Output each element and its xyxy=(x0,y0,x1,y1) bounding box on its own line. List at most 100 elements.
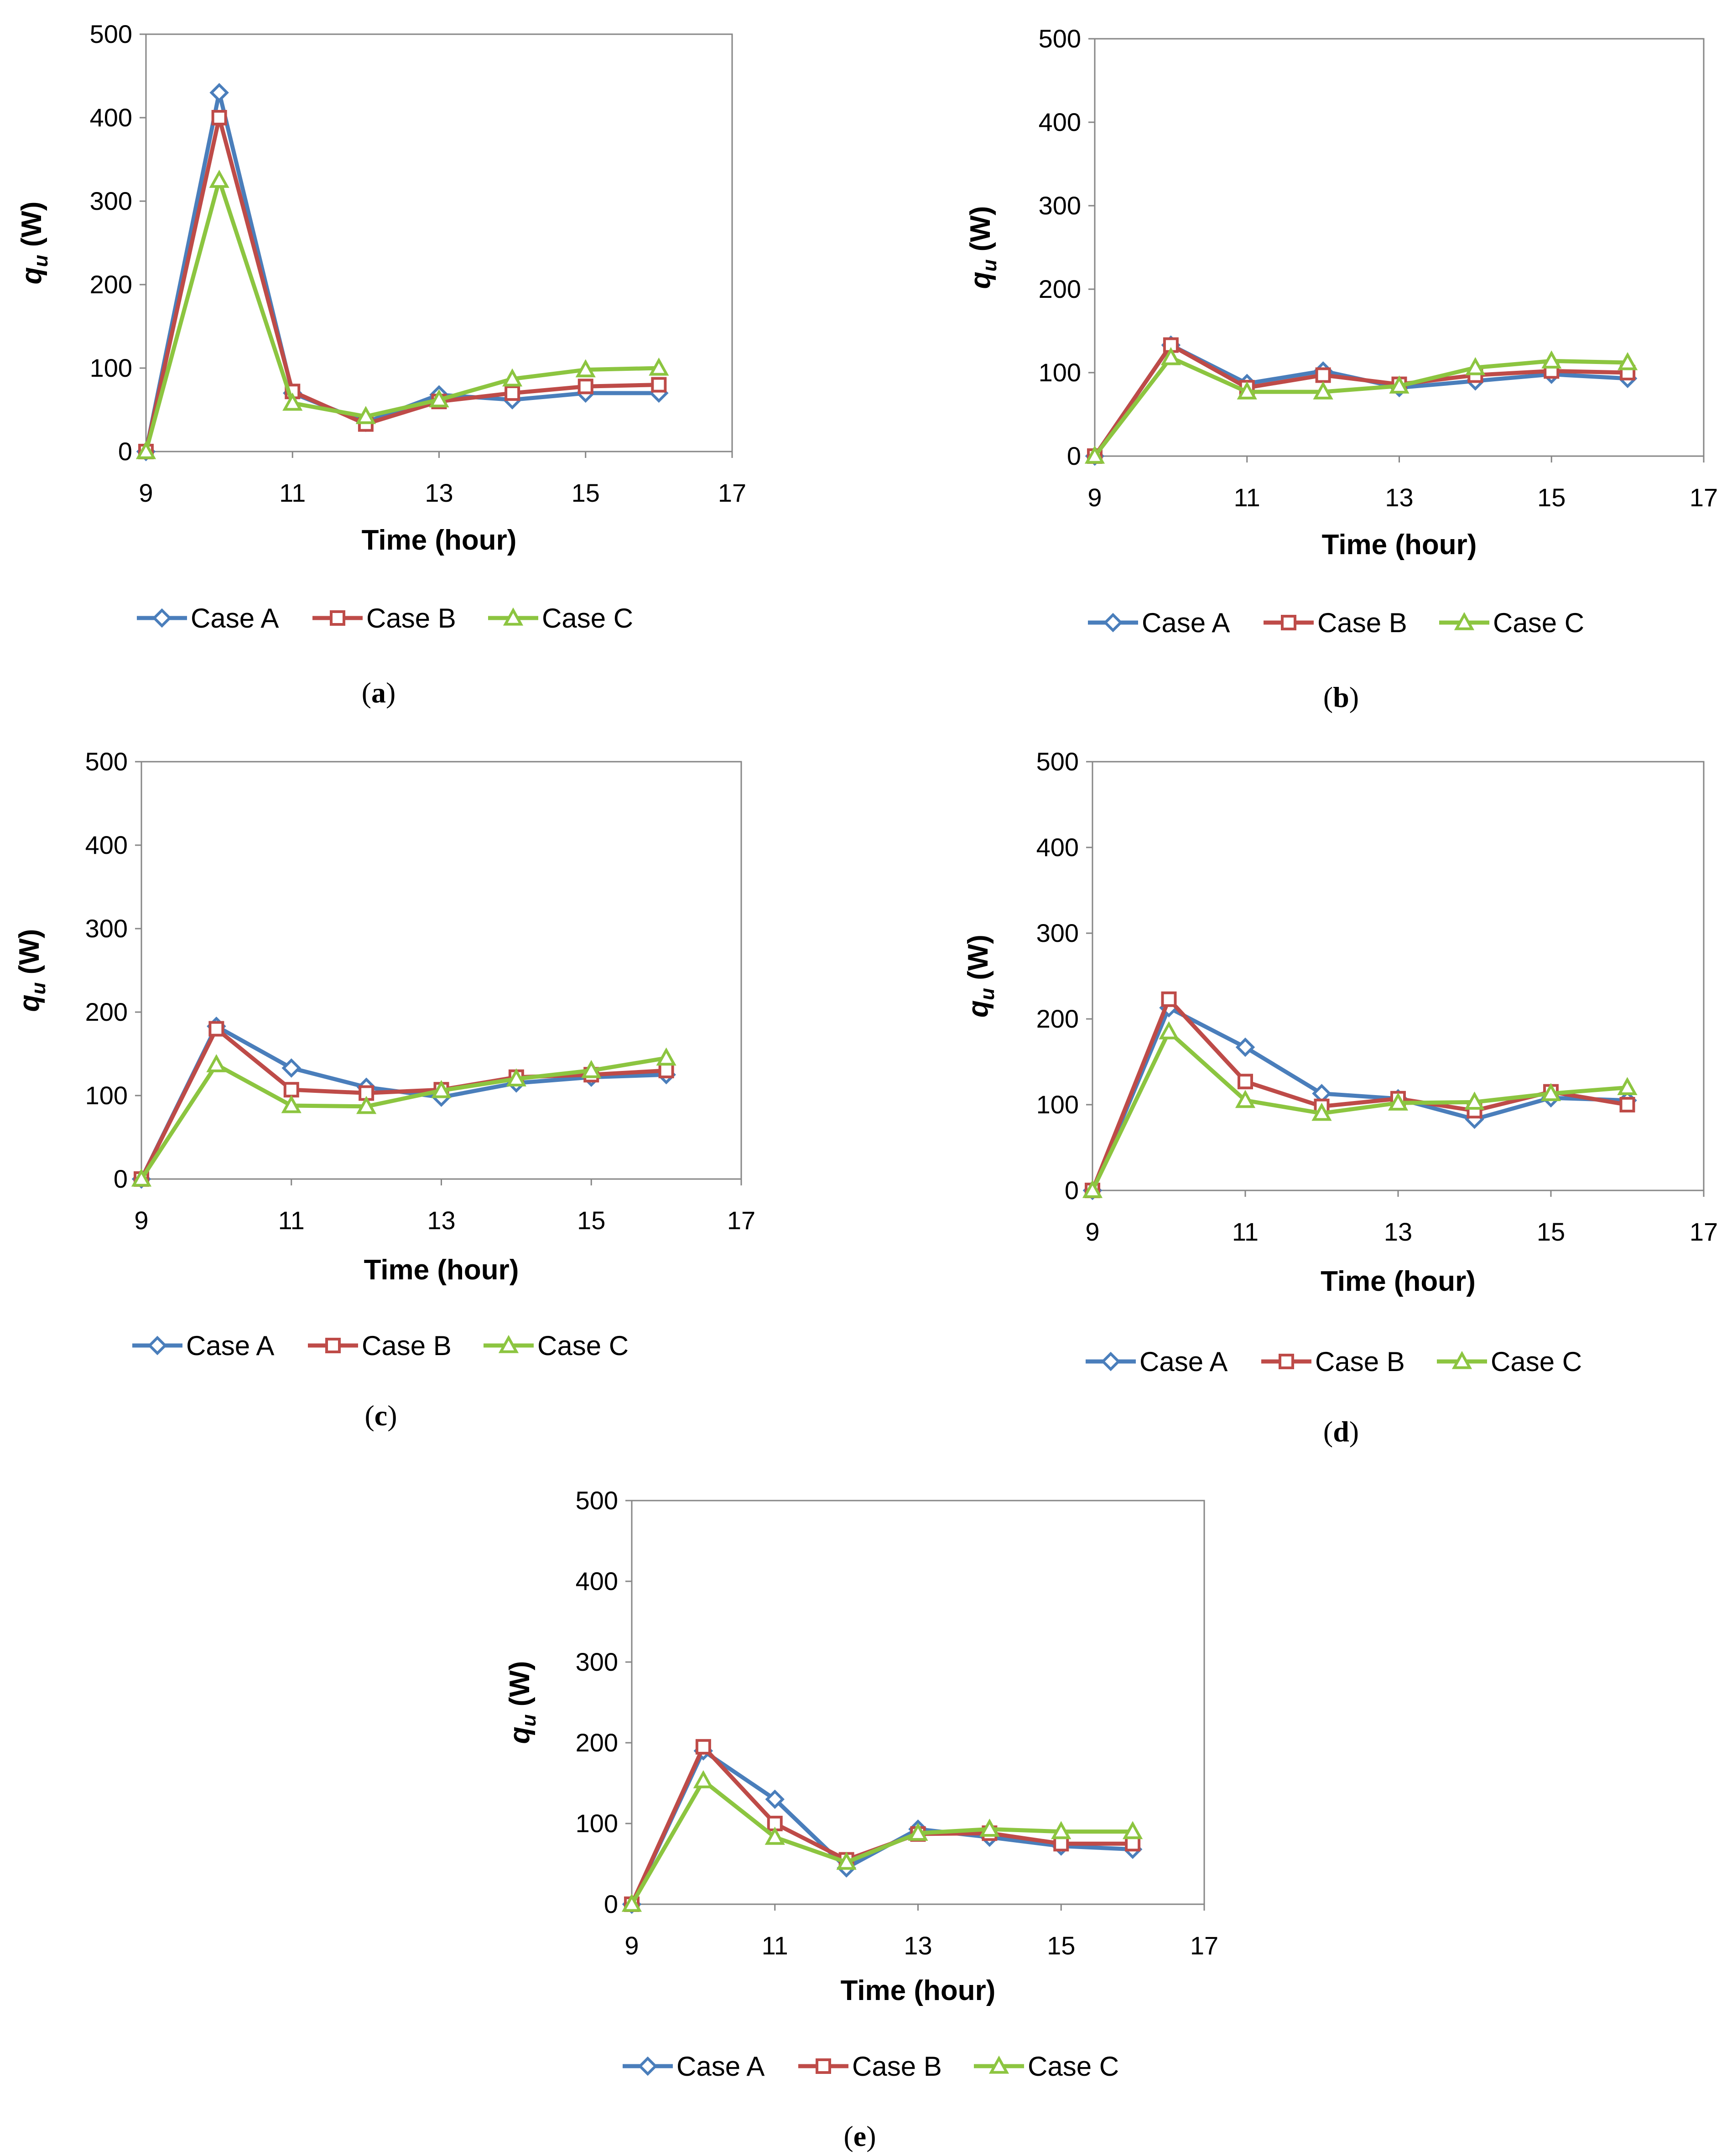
chart-panel-b: 0 100 200 300 400 500 9 11 13 15 17 Time (hour) qu (… xyxy=(965,24,1718,713)
legend-label-case-c: Case C xyxy=(1491,1346,1582,1377)
series-line-case-b xyxy=(144,115,659,452)
y-tick-label: 500 xyxy=(90,20,132,48)
data-point-case-b xyxy=(505,385,520,401)
x-tick-label: 11 xyxy=(762,1931,788,1960)
y-tick-label: 400 xyxy=(1039,108,1081,136)
legend-marker-case-a xyxy=(1101,1351,1121,1372)
x-tick-label: 11 xyxy=(1232,1217,1259,1246)
panel-caption: (a) xyxy=(362,676,396,709)
data-point-case-c xyxy=(1160,347,1181,365)
y-tick-label: 200 xyxy=(1039,275,1081,303)
x-tick-label: 15 xyxy=(1537,1217,1565,1246)
data-point-case-b xyxy=(283,1082,299,1098)
data-point-case-b xyxy=(1315,367,1331,383)
legend-label-case-b: Case B xyxy=(1317,608,1407,638)
legend-marker-case-c xyxy=(1451,1351,1472,1369)
legend-label-case-c: Case C xyxy=(542,603,633,634)
y-tick-label: 300 xyxy=(90,187,132,215)
data-point-case-c xyxy=(1313,381,1333,400)
caption-paren-close: ) xyxy=(387,1399,397,1432)
y-axis-label-sub: u xyxy=(27,982,50,995)
y-tick-label: 400 xyxy=(576,1567,618,1595)
caption-letter: b xyxy=(1333,681,1349,713)
y-axis-label-sub: u xyxy=(976,988,999,1000)
data-point-case-b xyxy=(208,1021,224,1037)
plot-area xyxy=(140,761,742,1180)
y-axis-label-main: q xyxy=(965,272,996,289)
data-point-case-b xyxy=(651,377,667,393)
data-point-case-c xyxy=(429,389,449,408)
panel-caption: (e) xyxy=(843,2120,876,2152)
caption-paren-open: ( xyxy=(843,2120,853,2152)
x-tick-label: 15 xyxy=(577,1206,605,1235)
data-point-case-c xyxy=(1617,1077,1638,1095)
data-point-case-c xyxy=(1541,350,1562,369)
data-point-case-c xyxy=(1084,445,1105,464)
legend-label-case-a: Case A xyxy=(1139,1346,1227,1377)
caption-paren-close: ) xyxy=(386,676,395,709)
panel-caption: (b) xyxy=(1323,681,1359,713)
x-axis-label: Time (hour) xyxy=(364,1254,519,1286)
x-tick-label: 17 xyxy=(718,478,746,507)
data-point-case-b xyxy=(1125,1836,1141,1852)
y-axis-label: qu (W) xyxy=(14,929,50,1012)
data-point-case-c xyxy=(506,1068,526,1086)
caption-paren-open: ( xyxy=(364,1399,374,1432)
x-tick-label: 9 xyxy=(1085,1217,1099,1246)
x-tick-label: 17 xyxy=(1190,1931,1218,1960)
data-point-case-c xyxy=(581,1060,602,1078)
x-tick-label: 17 xyxy=(1690,1217,1718,1246)
data-point-case-c xyxy=(575,359,596,378)
y-tick-label: 300 xyxy=(576,1647,618,1676)
data-point-case-c xyxy=(908,1823,928,1841)
plot-area xyxy=(145,33,733,452)
data-point-case-c xyxy=(431,1080,452,1098)
data-point-case-a xyxy=(1235,1037,1255,1057)
caption-letter: a xyxy=(371,676,386,709)
legend-marker-case-b xyxy=(330,610,345,626)
y-axis-label-main: q xyxy=(16,267,47,285)
y-tick-label: 200 xyxy=(576,1728,618,1757)
series-line-case-c xyxy=(630,1778,1133,1906)
data-point-case-c xyxy=(979,1818,1000,1837)
legend-marker-case-a xyxy=(147,1335,167,1356)
caption-paren-close: ) xyxy=(1349,1415,1359,1448)
y-axis-label-sub: u xyxy=(30,255,52,267)
y-tick-label: 500 xyxy=(576,1486,618,1515)
y-tick-label: 0 xyxy=(118,437,132,466)
y-tick-label: 500 xyxy=(1036,747,1079,776)
x-tick-label: 15 xyxy=(572,478,600,507)
series-line-case-c xyxy=(140,1056,667,1180)
data-point-case-c xyxy=(621,1893,642,1912)
legend-marker-case-b xyxy=(1281,615,1296,630)
caption-paren-close: ) xyxy=(1349,681,1359,713)
caption-paren-open: ( xyxy=(1323,681,1333,713)
caption-letter: e xyxy=(853,2120,866,2152)
y-axis-label-unit: (W) xyxy=(14,929,45,982)
y-tick-label: 0 xyxy=(1067,442,1081,470)
plot-area xyxy=(1092,761,1705,1191)
y-axis-label: qu (W) xyxy=(962,935,999,1018)
y-tick-label: 100 xyxy=(1039,358,1081,387)
x-axis-label: Time (hour) xyxy=(1322,529,1477,561)
data-point-case-c xyxy=(693,1770,713,1788)
y-tick-label: 0 xyxy=(604,1890,618,1918)
x-tick-label: 15 xyxy=(1537,483,1566,512)
legend: Case A Case B Case C xyxy=(132,1330,629,1361)
series-line-case-c xyxy=(1093,355,1628,457)
legend: Case A Case B Case C xyxy=(1086,1346,1582,1377)
series-line-case-c xyxy=(144,178,659,452)
legend-label-case-c: Case C xyxy=(537,1330,629,1361)
y-tick-label: 200 xyxy=(90,270,132,299)
legend-label-case-a: Case A xyxy=(186,1330,274,1361)
legend-label-case-c: Case C xyxy=(1493,608,1584,638)
x-tick-label: 9 xyxy=(139,478,153,507)
legend-marker-case-c xyxy=(1454,612,1475,630)
data-point-case-c xyxy=(1051,1821,1071,1839)
y-tick-label: 500 xyxy=(85,747,128,776)
data-point-case-c xyxy=(135,441,156,459)
y-tick-label: 400 xyxy=(1036,833,1079,862)
data-point-case-c xyxy=(1618,352,1638,370)
legend-label-case-b: Case B xyxy=(1315,1346,1405,1377)
